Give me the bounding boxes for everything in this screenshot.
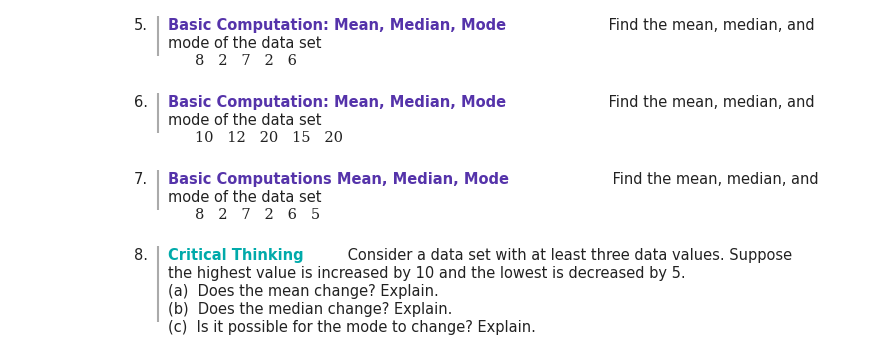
Text: mode of the data set: mode of the data set (168, 36, 321, 51)
Text: Basic Computation: Mean, Median, Mode: Basic Computation: Mean, Median, Mode (168, 95, 506, 110)
Text: 8.: 8. (134, 248, 148, 263)
Text: Consider a data set with at least three data values. Suppose: Consider a data set with at least three … (343, 248, 792, 263)
Text: 7.: 7. (134, 172, 148, 187)
Text: Critical Thinking: Critical Thinking (168, 248, 304, 263)
Text: 8   2   7   2   6: 8 2 7 2 6 (195, 54, 297, 68)
Text: (b)  Does the median change? Explain.: (b) Does the median change? Explain. (168, 302, 452, 317)
Text: mode of the data set: mode of the data set (168, 190, 321, 205)
Text: 5.: 5. (134, 18, 148, 33)
Text: Find the mean, median, and: Find the mean, median, and (605, 95, 815, 110)
Text: mode of the data set: mode of the data set (168, 113, 321, 128)
Text: Find the mean, median, and: Find the mean, median, and (605, 18, 815, 33)
Text: Find the mean, median, and: Find the mean, median, and (608, 172, 818, 187)
Text: the highest value is increased by 10 and the lowest is decreased by 5.: the highest value is increased by 10 and… (168, 266, 686, 281)
Text: Basic Computations Mean, Median, Mode: Basic Computations Mean, Median, Mode (168, 172, 509, 187)
Text: Basic Computation: Mean, Median, Mode: Basic Computation: Mean, Median, Mode (168, 18, 506, 33)
Text: (a)  Does the mean change? Explain.: (a) Does the mean change? Explain. (168, 284, 439, 299)
Text: 6.: 6. (134, 95, 148, 110)
Text: (c)  Is it possible for the mode to change? Explain.: (c) Is it possible for the mode to chang… (168, 320, 536, 335)
Text: 8   2   7   2   6   5: 8 2 7 2 6 5 (195, 208, 320, 222)
Text: 10   12   20   15   20: 10 12 20 15 20 (195, 131, 343, 145)
